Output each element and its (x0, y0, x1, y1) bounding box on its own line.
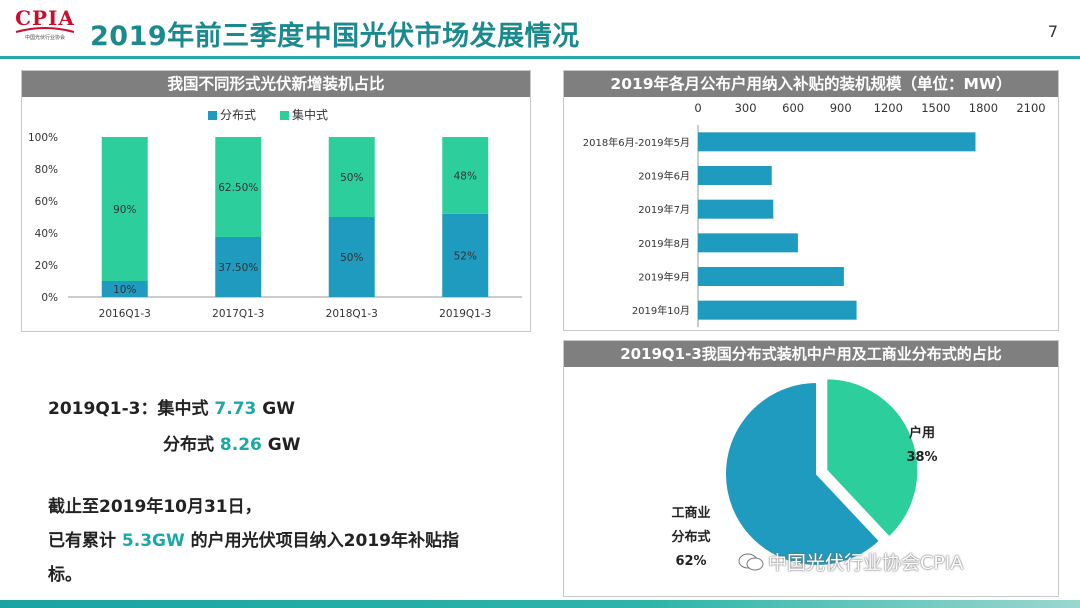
wechat-icon (738, 553, 764, 571)
cpia-logo: CPIA 中国光伏行业协会 (8, 6, 82, 50)
legend-swatch-centralized (280, 111, 289, 120)
y-tick-label: 2019年6月 (638, 170, 690, 183)
y-tick-label: 20% (35, 260, 58, 272)
hbar-2019年8月 (698, 233, 798, 253)
summary-line-1: 2019Q1-3：集中式 7.73 GW (48, 394, 295, 419)
y-tick-label: 100% (28, 132, 58, 144)
stacked-bar-panel: 我国不同形式光伏新增装机占比 分布式 集中式 0% 20% 40% 60% 80% 100% 1… (21, 70, 531, 332)
stacked-bar-title: 我国不同形式光伏新增装机占比 (22, 71, 530, 97)
bar-centralized-2017Q1-3 (215, 137, 262, 237)
x-tick-label: 900 (830, 101, 852, 115)
x-tick-label: 2019Q1-3 (439, 308, 491, 320)
x-tick-label: 2016Q1-3 (99, 308, 151, 320)
bar-distributed-2018Q1-3 (328, 217, 375, 297)
summary-line-3: 截止至2019年10月31日， (48, 497, 262, 517)
x-tick-label: 600 (782, 101, 804, 115)
summary-line-1-label: 2019Q1-3：集中式 (48, 399, 215, 419)
pie-label-commercial-2: 分布式 (671, 529, 710, 545)
data-label-distributed: 10% (113, 284, 136, 296)
pie-label-residential: 户用 (909, 425, 935, 441)
hbar-2019年9月 (698, 267, 844, 286)
header-divider (0, 56, 1080, 59)
y-tick-label: 60% (35, 196, 58, 208)
bar-centralized-2016Q1-3 (101, 137, 148, 281)
hbar-2019年6月 (698, 166, 772, 185)
pie-chart: 户用 38% 工商业分布式 62% (671, 377, 938, 569)
summary-line-4: 已有累计 5.3GW 的户用光伏项目纳入2019年补贴指 (48, 526, 459, 551)
pie-label-commercial-1: 工商业 (671, 505, 710, 521)
footer-bar (0, 600, 1080, 608)
y-tick-label: 2019年9月 (638, 271, 690, 284)
x-tick-label: 300 (735, 101, 757, 115)
pie-panel: 2019Q1-3我国分布式装机中户用及工商业分布式的占比 户用 38% 工商业分布式… (563, 340, 1059, 597)
watermark-text: 中国光伏行业协会CPIA (768, 552, 964, 574)
page-title: 2019年前三季度中国光伏市场发展情况 (90, 21, 580, 52)
page-number: 7 (1047, 22, 1058, 41)
summary-line-4-label: 已有累计 (48, 531, 122, 551)
x-tick-label: 1200 (874, 101, 903, 115)
bar-centralized-2018Q1-3 (328, 137, 375, 217)
y-tick-label: 2019年10月 (632, 304, 690, 317)
pie-slice-commercial (724, 380, 882, 567)
bar-distributed-2016Q1-3 (101, 281, 148, 297)
pie-title: 2019Q1-3我国分布式装机中户用及工商业分布式的占比 (564, 341, 1058, 367)
logo-swoosh (15, 27, 75, 33)
summary-line-2: 分布式 8.26 GW (163, 430, 301, 455)
y-tick-label: 2018年6月-2019年5月 (583, 136, 690, 149)
hbar-chart: 0 300 600 900 1200 1500 1800 2100 2018年6月-2019年5… (583, 101, 1046, 327)
summary-line-4-suffix: 的户用光伏项目纳入2019年补贴指 (184, 531, 459, 551)
data-label-centralized: 62.50% (218, 182, 258, 194)
watermark: 中国光伏行业协会CPIA (738, 548, 963, 575)
y-tick-label: 0% (41, 292, 58, 304)
summary-line-2-label: 分布式 (163, 435, 220, 455)
residential-gw-value: 5.3GW (121, 531, 185, 551)
legend-label-centralized: 集中式 (292, 107, 328, 122)
data-label-centralized: 50% (340, 172, 363, 184)
data-label-centralized: 90% (113, 204, 136, 216)
data-label-distributed: 37.50% (218, 262, 258, 274)
x-tick-label: 1500 (921, 101, 950, 115)
data-label-distributed: 52% (454, 250, 477, 262)
logo-text: CPIA (15, 6, 75, 30)
legend-swatch-distributed (208, 111, 217, 120)
hbar-2019年7月 (698, 199, 774, 219)
bar-distributed-2019Q1-3 (442, 213, 489, 297)
pie-pct-commercial: 62% (675, 554, 706, 569)
y-tick-label: 40% (35, 228, 58, 240)
x-tick-label: 0 (694, 101, 701, 115)
pie-slice-residential (825, 377, 920, 539)
y-tick-label: 80% (35, 164, 58, 176)
hbar-title: 2019年各月公布户用纳入补贴的装机规模（单位：MW） (564, 71, 1058, 97)
y-tick-label: 2019年8月 (638, 237, 690, 250)
bar-distributed-2017Q1-3 (215, 237, 262, 297)
hbar-2018年6月-2019年5月 (698, 132, 976, 152)
legend-label-distributed: 分布式 (220, 108, 256, 122)
hbar-panel: 2019年各月公布户用纳入补贴的装机规模（单位：MW） 0 300 600 900 12… (563, 70, 1059, 331)
summary-line-1-unit: GW (256, 399, 295, 419)
distributed-gw-value: 8.26 (219, 435, 262, 455)
centralized-gw-value: 7.73 (214, 399, 257, 419)
bar-centralized-2019Q1-3 (442, 137, 489, 214)
x-tick-label: 2018Q1-3 (326, 308, 378, 320)
stacked-bar-chart: 分布式 集中式 0% 20% 40% 60% 80% 100% 10% 90% 2016Q1-3 37… (28, 107, 522, 320)
y-tick-label: 2019年7月 (638, 203, 690, 216)
data-label-distributed: 50% (340, 252, 363, 264)
summary-line-5: 标。 (48, 565, 82, 585)
hbar-2019年10月 (698, 300, 857, 320)
pie-pct-residential: 38% (906, 450, 937, 465)
x-tick-label: 1800 (969, 101, 998, 115)
summary-line-2-unit: GW (261, 435, 301, 455)
x-tick-label: 2017Q1-3 (212, 308, 264, 320)
x-tick-label: 2100 (1016, 101, 1045, 115)
data-label-centralized: 48% (454, 170, 477, 182)
logo-subtext: 中国光伏行业协会 (24, 35, 65, 41)
